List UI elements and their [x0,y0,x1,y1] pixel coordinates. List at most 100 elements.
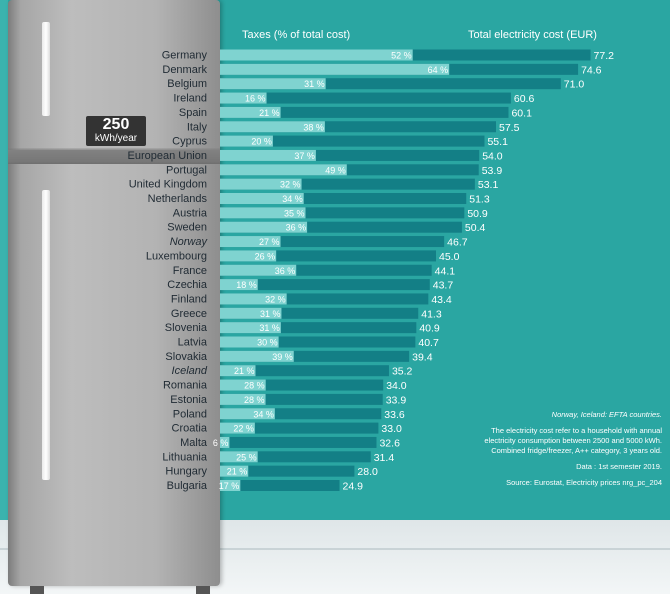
cost-bar [220,250,436,262]
tax-percent-label: 16 % [245,94,266,104]
tax-percent-label: 31 % [304,79,325,89]
tax-bar [220,121,325,133]
country-label: Luxembourg [146,250,207,262]
country-label: Romania [163,380,208,392]
cost-value-label: 32.6 [379,437,400,449]
tax-percent-label: 25 % [236,452,257,462]
country-label: Germany [162,50,208,62]
country-label: Slovenia [165,322,208,334]
country-label: Bulgaria [167,480,208,492]
definition-note: The electricity cost refer to a househol… [484,426,662,455]
tax-bar [220,422,255,434]
tax-bar [220,178,302,190]
tax-percent-label: 49 % [325,165,346,175]
cost-value-label: 40.7 [418,337,439,349]
tax-percent-label: 32 % [280,180,301,190]
cost-bar [220,350,410,362]
tax-percent-label: 21 % [234,366,255,376]
tax-percent-label: 31 % [260,309,281,319]
cost-bar [220,293,429,305]
cost-value-label: 50.4 [465,222,486,234]
tax-bar [220,221,308,233]
eu-highlight-band [8,148,220,163]
cost-bar [220,121,496,133]
country-label: Belgium [167,78,207,90]
country-label: Italy [187,121,208,133]
country-label: Latvia [178,337,208,349]
cost-bar [220,365,389,377]
cost-value-label: 60.6 [514,93,535,105]
tax-percent-label: 26 % [255,251,276,261]
background-strip [0,0,8,594]
tax-bar [220,307,282,319]
tax-percent-label: 20 % [251,137,272,147]
country-label: Netherlands [148,193,208,205]
country-label: Estonia [170,394,208,406]
tax-percent-label: 39 % [272,352,293,362]
cost-bar [220,106,509,118]
cost-bar [220,92,511,104]
cost-bar [220,408,382,420]
chart-notes: Norway, Iceland: EFTA countries. The ele… [462,410,662,494]
country-label: Hungary [165,466,207,478]
tax-bar [220,408,275,420]
tax-bar [220,92,267,104]
cost-bar [220,422,379,434]
cost-value-label: 53.1 [478,179,499,191]
cost-bar [220,193,467,204]
tax-bar [220,480,241,491]
tax-bar [220,264,297,276]
tax-percent-label: 30 % [257,338,278,348]
cost-value-label: 77.2 [594,50,615,62]
tax-bar [220,365,256,377]
country-label: Malta [180,437,208,449]
source-note: Source: Eurostat, Electricity prices nrg… [506,478,662,487]
country-label: Denmark [162,64,207,76]
cost-value-label: 50.9 [467,208,488,220]
tax-percent-label: 36 % [286,223,307,233]
fridge-handle [42,190,50,480]
tax-bar [220,279,258,291]
energy-consumption-badge: 250 kWh/year [86,116,146,146]
cost-value-label: 46.7 [447,237,468,249]
tax-bar [220,106,281,118]
cost-value-label: 33.9 [386,394,407,406]
fridge-foot-right [196,586,210,594]
cost-value-label: 60.1 [511,107,532,119]
cost-value-label: 71.0 [564,79,585,91]
tax-percent-label: 6 % [213,438,229,448]
tax-bar [220,379,266,391]
cost-bar [220,149,480,161]
country-label: Cyprus [172,136,207,148]
tax-percent-label: 34 % [282,194,303,204]
country-label: Ireland [173,93,207,105]
tax-bar [220,207,306,219]
cost-bar [220,207,465,219]
taxes-column-header: Taxes (% of total cost) [242,29,351,41]
tax-bar [220,293,287,305]
cost-value-label: 39.4 [412,351,433,363]
tax-percent-label: 21 % [227,467,248,477]
tax-bar [220,193,304,204]
tax-percent-label: 38 % [303,122,324,132]
energy-value: 250 [102,116,130,133]
cost-value-label: 41.3 [421,308,442,320]
country-label: Norway [170,236,209,248]
cost-bar [220,465,355,477]
cost-bar [220,164,479,176]
cost-bar [220,78,561,90]
floor-line [0,548,670,550]
cost-value-label: 43.4 [431,294,452,306]
energy-unit: kWh/year [94,133,138,144]
cost-bar [220,379,384,391]
cost-value-label: 24.9 [343,481,364,493]
tax-percent-label: 22 % [233,424,254,434]
country-label: Czechia [167,279,208,291]
country-label: Finland [171,293,207,305]
cost-value-label: 33.6 [384,409,405,421]
tax-percent-label: 32 % [265,294,286,304]
tax-percent-label: 64 % [428,65,449,75]
cost-value-label: 34.0 [386,380,407,392]
